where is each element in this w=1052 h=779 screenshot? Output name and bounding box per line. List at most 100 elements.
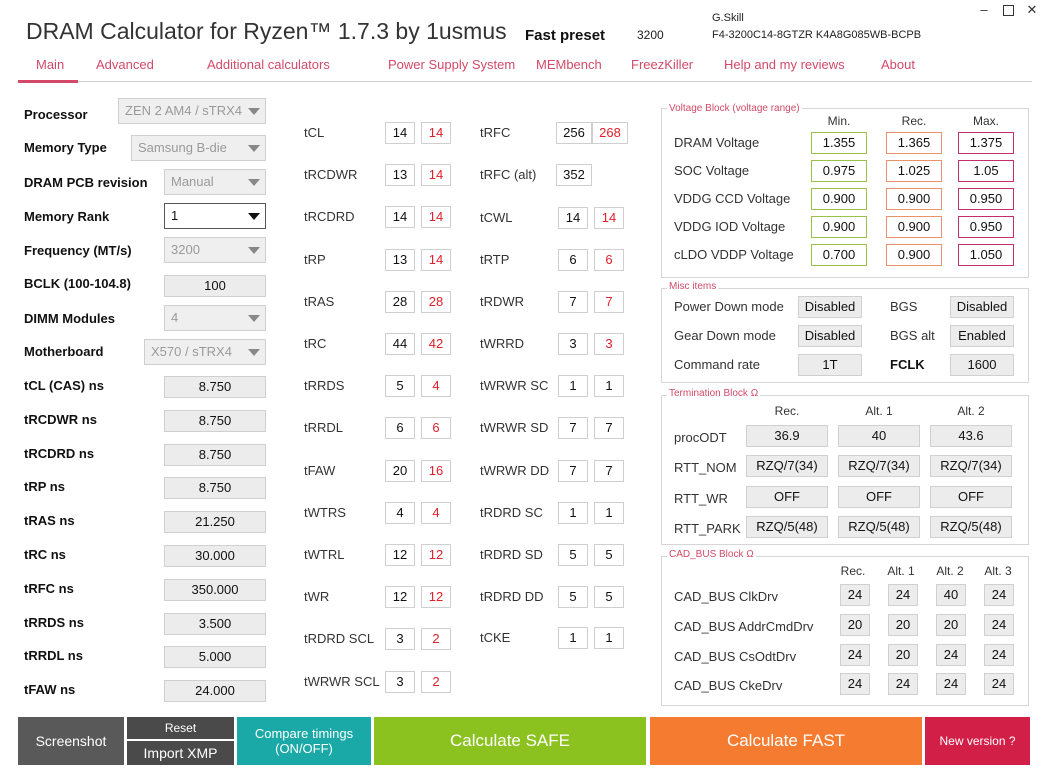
cadbus-value: 24 [936,644,966,666]
chevron-down-icon [248,247,260,254]
tab-help-and-reviews[interactable]: Help and my reviews [724,57,845,72]
processor-select[interactable]: ZEN 2 AM4 / sTRX4 [118,98,266,124]
timing-value: 28 [385,291,415,313]
twrwr_sd-label: tWRWR SD [480,420,549,435]
maximize-icon[interactable] [1000,2,1016,18]
trdrd_sc-value-alt: 1 [594,502,624,524]
cadbus-block [661,556,1029,706]
ns-label: tRRDS ns [24,615,84,630]
gear-down-label: Gear Down mode [674,328,776,343]
chevron-down-icon [248,349,260,356]
termination-label: RTT_NOM [674,460,737,475]
new-version-button[interactable]: New version ? [925,717,1030,765]
timing-value: 13 [385,164,415,186]
twrwr_dd-value: 7 [558,460,588,482]
compare-timings-button[interactable]: Compare timings (ON/OFF) [237,717,371,765]
cadbus-value: 20 [888,644,918,666]
voltage-rec: 0.900 [886,244,942,266]
termination-value: RZQ/7(34) [838,455,920,477]
termination-label: RTT_PARK [674,521,741,536]
memory-rank-value: 1 [171,208,179,223]
termination-value: 40 [838,425,920,447]
cadbus-header-alt1: Alt. 1 [887,564,915,578]
motherboard-select[interactable]: X570 / sTRX4 [144,339,266,365]
ns-label: tRAS ns [24,513,75,528]
module-brand: G.Skill [712,12,744,24]
voltage-label: DRAM Voltage [674,135,760,150]
processor-label: Processor [24,107,88,122]
voltage-min: 0.975 [811,160,867,182]
termination-value: RZQ/5(48) [838,516,920,538]
memory-rank-select[interactable]: 1 [164,203,266,229]
timing-label: tRCDWR [304,167,358,182]
termination-header-alt2: Alt. 2 [957,404,985,418]
voltage-min: 0.900 [811,188,867,210]
calculate-fast-button[interactable]: Calculate FAST [650,717,922,765]
ns-label: tRRDL ns [24,648,83,663]
voltage-max: 1.375 [958,132,1014,154]
trfc-value: 256 [556,122,592,144]
tab-additional-calculators[interactable]: Additional calculators [207,57,330,72]
dimm-modules-select[interactable]: 4 [164,305,266,331]
termination-value: RZQ/7(34) [930,455,1012,477]
tcke-label: tCKE [480,630,511,645]
timing-label: tRRDL [304,420,344,435]
tab-main[interactable]: Main [36,57,65,72]
voltage-max: 0.950 [958,188,1014,210]
termination-value: OFF [838,486,920,508]
timing-value: 12 [385,586,415,608]
cadbus-label: CAD_BUS CsOdtDrv [674,649,797,664]
timing-label: tRDRD SCL [304,631,375,646]
screenshot-button[interactable]: Screenshot [18,717,124,765]
calculate-safe-button[interactable]: Calculate SAFE [374,717,646,765]
fclk-label: FCLK [890,357,925,372]
trdrd_sd-value: 5 [558,544,588,566]
cadbus-value: 24 [936,673,966,695]
voltage-label: SOC Voltage [674,163,750,178]
termination-value: RZQ/5(48) [930,516,1012,538]
frequency-select[interactable]: 3200 [164,237,266,263]
timing-label: tWTRS [304,505,346,520]
tcke-value: 1 [558,627,588,649]
timing-value-alt: 14 [421,206,451,228]
preset-label: Fast preset [525,27,606,44]
close-icon[interactable]: ✕ [1026,2,1038,17]
termination-label: RTT_WR [674,491,728,506]
bclk-input[interactable]: 100 [164,275,266,297]
command-rate-label: Command rate [674,357,760,372]
chevron-down-icon [248,145,260,152]
cadbus-value: 24 [984,644,1014,666]
tab-membench[interactable]: MEMbench [536,57,602,72]
pcb-revision-select[interactable]: Manual [164,169,266,195]
ns-label: tRFC ns [24,581,74,596]
tab-freezkiller[interactable]: FreezKiller [631,57,694,72]
trdwr-label: tRDWR [480,294,525,309]
twrwr_sd-value-alt: 7 [594,417,624,439]
timing-value-alt: 2 [421,671,451,693]
tab-advanced[interactable]: Advanced [96,57,154,72]
compare-timings-label: Compare timings [254,726,354,741]
memory-rank-label: Memory Rank [24,209,110,224]
ns-label: tFAW ns [24,682,76,697]
tab-about[interactable]: About [881,57,915,72]
cadbus-label: CAD_BUS AddrCmdDrv [674,619,814,634]
memory-type-value: Samsung B-die [138,140,227,155]
tab-power-supply-system[interactable]: Power Supply System [388,57,516,72]
minimize-icon[interactable]: – [980,2,988,17]
twrwr_sd-value: 7 [558,417,588,439]
timing-label: tWTRL [304,547,345,562]
ns-label: tRC ns [24,547,66,562]
timing-value-alt: 14 [421,164,451,186]
cadbus-value: 20 [840,614,870,636]
cadbus-value: 24 [840,673,870,695]
import-xmp-button[interactable]: Import XMP [127,741,234,765]
voltage-label: cLDO VDDP Voltage [674,247,794,262]
trfc-value-alt: 268 [592,122,628,144]
timing-value-alt: 14 [421,122,451,144]
cadbus-value: 24 [984,584,1014,606]
timing-label: tRAS [304,294,335,309]
cadbus-value: 24 [840,584,870,606]
memory-type-select[interactable]: Samsung B-die [131,135,266,161]
voltage-min: 0.900 [811,216,867,238]
reset-button[interactable]: Reset [127,717,234,739]
